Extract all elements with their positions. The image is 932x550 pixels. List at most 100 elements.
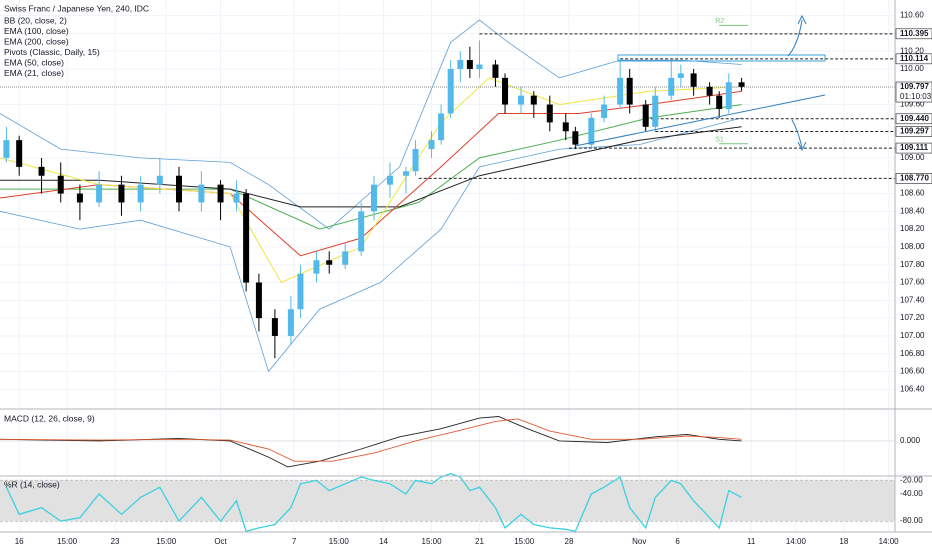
drawings: [574, 14, 826, 152]
candle-body: [342, 251, 349, 265]
level-label: 108.770: [900, 174, 929, 183]
candle-body: [57, 175, 64, 194]
candle-body: [402, 171, 409, 176]
labels: 110.60110.40110.20110.00109.60109.00108.…: [4, 3, 932, 546]
wr-title: %R (14, close): [4, 479, 60, 489]
candle-body: [38, 166, 45, 176]
ema-line: [0, 126, 742, 208]
candle-body: [3, 140, 10, 158]
level-label: 110.395: [900, 29, 929, 38]
candle-body: [233, 193, 240, 203]
candle-body: [287, 309, 294, 336]
candle-body: [370, 184, 377, 212]
bb-lower: [0, 117, 742, 373]
candle-body: [438, 113, 445, 141]
x-tick-label: 14: [379, 537, 388, 546]
axes: [0, 0, 932, 533]
y-tick-label: 110.20: [900, 46, 924, 55]
level-box: [895, 142, 932, 154]
candle-body: [412, 149, 419, 172]
y-tick-label: 108.20: [900, 224, 925, 233]
candle-body: [738, 82, 745, 87]
y-tick-label: 107.40: [900, 295, 925, 304]
pivot-label: R2: [715, 18, 724, 25]
wr-line: [5, 472, 742, 533]
y-tick-label: 107.60: [900, 278, 925, 287]
candle-body: [96, 184, 103, 203]
candle-body: [386, 175, 393, 185]
trend-line: [574, 94, 826, 147]
level-label: 109.297: [900, 127, 929, 136]
pivot-label: S1: [715, 137, 724, 144]
indicator-name: EMA (100, close): [4, 26, 69, 36]
wr-tick-label: -80.00: [900, 516, 923, 525]
arrow-down-head: [797, 141, 807, 152]
x-tick-label: 16: [15, 537, 24, 546]
candle-body: [271, 318, 278, 336]
resistance-box: [617, 54, 826, 62]
y-tick-label: 108.00: [900, 242, 925, 251]
candle-body: [217, 184, 224, 203]
arrow-up: [787, 19, 803, 57]
candle-body: [476, 64, 483, 69]
y-tick-label: 107.80: [900, 260, 925, 269]
wr-tick-label: -20.00: [900, 476, 923, 485]
x-tick-label: 7: [292, 537, 297, 546]
candle-body: [626, 77, 633, 105]
indicator-name: EMA (21, close): [4, 68, 64, 78]
indicator-name: Pivots (Classic, Daily, 15): [4, 47, 100, 57]
candle-body: [466, 60, 473, 69]
x-tick-label: 15:00: [514, 537, 535, 546]
candle-body: [457, 60, 464, 69]
wr-band: [0, 480, 895, 522]
x-tick-label: Nov: [632, 537, 646, 546]
candle-body: [562, 122, 569, 132]
x-tick-label: 28: [565, 537, 574, 546]
x-tick-label: 14:00: [786, 537, 807, 546]
candle-body: [447, 68, 454, 114]
level-label: 109.440: [900, 114, 929, 123]
level-box: [895, 28, 932, 40]
candle-body: [642, 104, 649, 127]
candle-body: [76, 193, 83, 203]
x-tick-label: 14:00: [879, 537, 900, 546]
level-label: 110.114: [900, 54, 929, 63]
candle-body: [118, 184, 125, 203]
candle-body: [652, 95, 659, 127]
candle-body: [668, 77, 675, 96]
candle-body: [297, 273, 304, 310]
indicator-name: EMA (50, close): [4, 57, 64, 67]
candle-body: [677, 73, 684, 78]
plot: [0, 19, 895, 533]
y-tick-label: 109.60: [900, 100, 925, 109]
level-label: 109.111: [900, 143, 929, 152]
candle-body: [716, 95, 723, 110]
x-tick-label: 6: [675, 537, 680, 546]
y-tick-label: 108.60: [900, 189, 925, 198]
x-tick-label: 21: [475, 537, 484, 546]
candle-body: [588, 117, 595, 145]
candle-body: [492, 64, 499, 78]
bb-upper: [0, 19, 742, 230]
level-box: [895, 173, 932, 184]
candle-body: [255, 282, 262, 319]
candle-body: [313, 260, 320, 274]
x-tick-label: 15:00: [57, 537, 78, 546]
x-tick-label: 15:00: [422, 537, 443, 546]
candle-body: [243, 193, 250, 283]
y-tick-label: 106.40: [900, 384, 925, 393]
x-tick-label: 15:00: [156, 537, 177, 546]
macd-tick-label: 0.000: [900, 436, 921, 445]
arrow-up-head: [797, 14, 807, 25]
wr-band: [0, 480, 895, 522]
macd-line: [0, 416, 742, 468]
candle-body: [502, 77, 509, 105]
level-box: [895, 126, 932, 137]
candle-body: [546, 104, 553, 123]
candle-body: [572, 131, 579, 145]
y-tick-label: 110.00: [900, 64, 924, 73]
x-tick-label: 18: [839, 537, 848, 546]
candle-body: [326, 260, 333, 265]
